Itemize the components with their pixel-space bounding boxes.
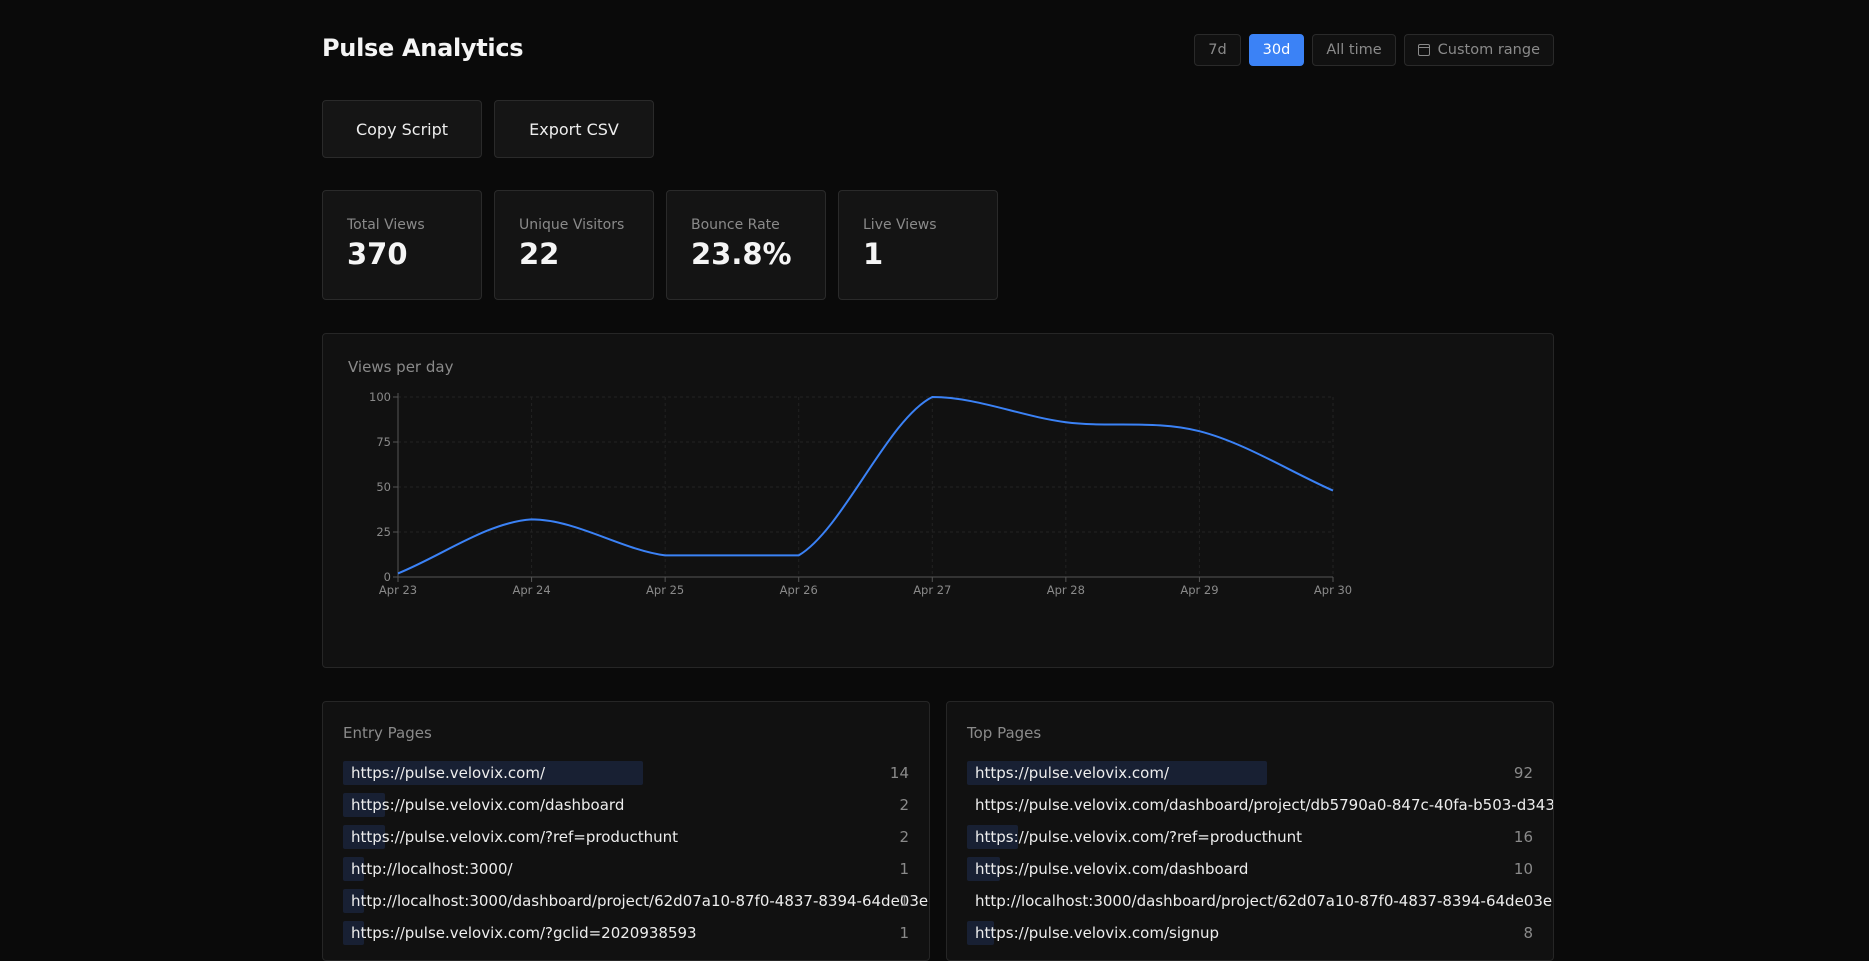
date-range-selector: 7d 30d All time Custom range xyxy=(1194,34,1554,66)
share-bar xyxy=(967,825,1018,849)
stat-value: 370 xyxy=(347,237,408,271)
page-url[interactable]: http://localhost:3000/ xyxy=(351,860,513,878)
page-title: Pulse Analytics xyxy=(322,34,524,62)
y-tick-label: 50 xyxy=(376,480,391,494)
stat-card-live-views: Live Views 1 xyxy=(838,190,998,300)
stat-card-bounce-rate: Bounce Rate 23.8% xyxy=(666,190,826,300)
stat-card-unique-visitors: Unique Visitors 22 xyxy=(494,190,654,300)
page-count: 2 xyxy=(899,796,909,814)
share-bar xyxy=(343,857,364,881)
x-tick-label: Apr 25 xyxy=(646,583,684,597)
stats-row: Total Views 370 Unique Visitors 22 Bounc… xyxy=(322,190,998,300)
chart-title: Views per day xyxy=(348,358,454,376)
y-tick-label: 100 xyxy=(369,390,391,404)
share-bar xyxy=(967,761,1267,785)
list-item[interactable]: http://localhost:3000/1 xyxy=(343,855,929,887)
page-count: 2 xyxy=(899,828,909,846)
share-bar xyxy=(343,825,385,849)
list-item[interactable]: http://localhost:3000/dashboard/project/… xyxy=(967,887,1553,919)
range-30d-button[interactable]: 30d xyxy=(1248,34,1305,66)
stat-label: Bounce Rate xyxy=(691,217,780,233)
list-item[interactable]: https://pulse.velovix.com/?ref=producthu… xyxy=(967,823,1553,855)
list-item[interactable]: https://pulse.velovix.com/14 xyxy=(343,759,929,791)
page-count: 92 xyxy=(1513,764,1533,782)
entry-pages-list: https://pulse.velovix.com/14 https://puls… xyxy=(343,759,929,951)
custom-range-button[interactable]: Custom range xyxy=(1403,34,1554,66)
views-chart-card: Views per day 0 25 50 75 100 Apr 23 Apr 24 Apr … xyxy=(322,333,1554,668)
views-line-chart: 0 25 50 75 100 Apr 23 Apr 24 Apr 25 Apr 26 Apr 27… xyxy=(369,390,1352,597)
share-bar xyxy=(343,921,364,945)
list-item[interactable]: https://pulse.velovix.com/dashboard/proj… xyxy=(967,791,1553,823)
action-bar: Copy Script Export CSV xyxy=(322,100,654,158)
page-count: 8 xyxy=(1523,924,1533,942)
copy-script-button[interactable]: Copy Script xyxy=(322,100,482,158)
share-bar xyxy=(343,761,643,785)
x-tick-label: Apr 26 xyxy=(780,583,818,597)
page-url[interactable]: https://pulse.velovix.com/ xyxy=(975,764,1170,782)
page-url[interactable]: https://pulse.velovix.com/ xyxy=(351,764,546,782)
share-bar xyxy=(967,921,994,945)
stat-label: Live Views xyxy=(863,217,937,233)
page-url[interactable]: http://localhost:3000/dashboard/project/… xyxy=(975,892,1554,910)
stat-value: 22 xyxy=(519,237,560,271)
export-csv-button[interactable]: Export CSV xyxy=(494,100,654,158)
page-url[interactable]: https://pulse.velovix.com/dashboard xyxy=(351,796,625,814)
page-url[interactable]: https://pulse.velovix.com/?ref=producthu… xyxy=(975,828,1302,846)
page-url[interactable]: https://pulse.velovix.com/dashboard xyxy=(975,860,1249,878)
list-item[interactable]: https://pulse.velovix.com/dashboard 10 xyxy=(967,855,1553,887)
x-tick-label: Apr 28 xyxy=(1047,583,1085,597)
entry-pages-panel: Entry Pages https://pulse.velovix.com/14… xyxy=(322,701,930,961)
page-url[interactable]: http://localhost:3000/dashboard/project/… xyxy=(351,892,930,910)
top-pages-list: https://pulse.velovix.com/92 https://puls… xyxy=(967,759,1553,951)
stat-card-total-views: Total Views 370 xyxy=(322,190,482,300)
x-tick-label: Apr 30 xyxy=(1314,583,1352,597)
range-all-time-button[interactable]: All time xyxy=(1312,34,1396,66)
series-line xyxy=(397,395,1334,575)
page-url[interactable]: https://pulse.velovix.com/?ref=producthu… xyxy=(351,828,678,846)
stat-value: 23.8% xyxy=(691,237,792,271)
y-tick-label: 25 xyxy=(376,525,391,539)
list-item[interactable]: https://pulse.velovix.com/dashboard 2 xyxy=(343,791,929,823)
list-item[interactable]: http://localhost:3000/dashboard/project/… xyxy=(343,887,929,919)
share-bar xyxy=(343,793,385,817)
page-count: 1 xyxy=(899,860,909,878)
custom-range-label: Custom range xyxy=(1437,42,1540,58)
page-count: 10 xyxy=(1513,860,1533,878)
page-count: 1 xyxy=(899,892,909,910)
y-tick-label: 0 xyxy=(384,570,391,584)
stat-label: Unique Visitors xyxy=(519,217,625,233)
y-tick-label: 75 xyxy=(376,435,391,449)
panel-title: Entry Pages xyxy=(343,724,432,742)
x-tick-label: Apr 27 xyxy=(913,583,951,597)
x-tick-label: Apr 29 xyxy=(1180,583,1218,597)
list-item[interactable]: https://pulse.velovix.com/?gclid=2020938… xyxy=(343,919,929,951)
list-item[interactable]: https://pulse.velovix.com/?ref=producthu… xyxy=(343,823,929,855)
page-url[interactable]: https://pulse.velovix.com/dashboard/proj… xyxy=(975,796,1554,814)
range-7d-button[interactable]: 7d xyxy=(1194,34,1241,66)
stat-label: Total Views xyxy=(347,217,425,233)
top-pages-panel: Top Pages https://pulse.velovix.com/92 ht… xyxy=(946,701,1554,961)
page-count: 1 xyxy=(899,924,909,942)
x-tick-label: Apr 23 xyxy=(379,583,417,597)
list-item[interactable]: https://pulse.velovix.com/signup 8 xyxy=(967,919,1553,951)
calendar-icon xyxy=(1417,44,1430,56)
page-url[interactable]: https://pulse.velovix.com/signup xyxy=(975,924,1220,942)
page-url[interactable]: https://pulse.velovix.com/?gclid=2020938… xyxy=(351,924,697,942)
x-tick-label: Apr 24 xyxy=(512,583,550,597)
list-item[interactable]: https://pulse.velovix.com/92 xyxy=(967,759,1553,791)
panel-title: Top Pages xyxy=(967,724,1042,742)
page-count: 14 xyxy=(889,764,909,782)
stat-value: 1 xyxy=(863,237,884,271)
page-count: 16 xyxy=(1513,828,1533,846)
share-bar xyxy=(967,857,1000,881)
share-bar xyxy=(343,889,364,913)
